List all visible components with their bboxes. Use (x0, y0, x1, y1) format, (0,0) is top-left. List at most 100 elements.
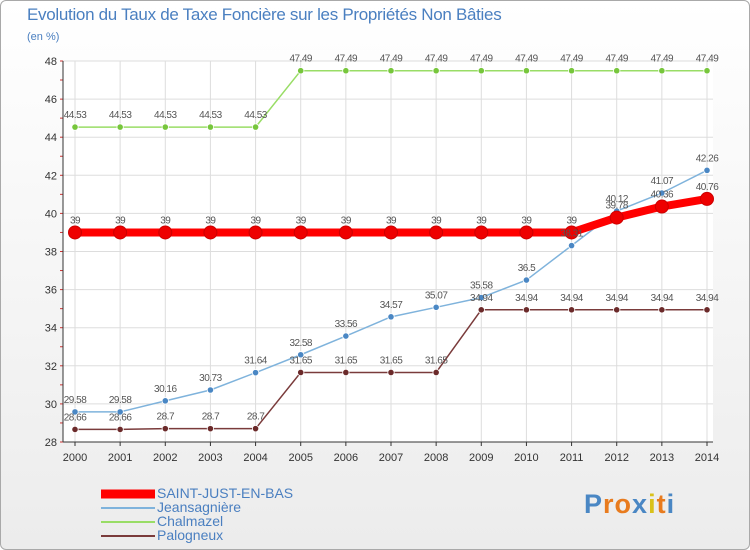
x-tick-label: 2004 (243, 452, 267, 464)
data-point-saint-just-en-bas (113, 225, 128, 240)
data-label-saint-just-en-bas: 39.78 (605, 201, 628, 212)
data-label-chalmazel: 47.49 (289, 54, 312, 65)
data-label-saint-just-en-bas: 40.36 (651, 190, 674, 201)
data-point-chalmazel (206, 123, 215, 131)
data-point-chalmazel (387, 67, 395, 75)
data-point-jeansagniere (567, 241, 576, 250)
data-point-saint-just-en-bas (158, 225, 173, 240)
data-point-jeansagniere (703, 166, 711, 174)
x-tick-label: 2007 (379, 452, 403, 464)
data-point-jeansagniere (116, 408, 124, 416)
data-label-saint-just-en-bas: 39 (431, 215, 442, 226)
data-label-jeansagniere: 42.26 (696, 153, 719, 164)
x-tick-label: 2000 (63, 452, 87, 464)
data-point-saint-just-en-bas (519, 225, 534, 240)
data-point-palogneux (161, 425, 169, 433)
data-point-palogneux (387, 368, 395, 377)
data-point-jeansagniere (297, 351, 305, 359)
legend-label: Jeansagnière (157, 499, 242, 515)
y-tick-label: 42 (45, 170, 57, 182)
data-point-saint-just-en-bas (609, 210, 624, 225)
legend-swatch (101, 535, 155, 537)
logo-letter: x (632, 489, 649, 519)
data-point-palogneux (206, 425, 215, 433)
data-point-saint-just-en-bas (248, 225, 263, 240)
data-label-saint-just-en-bas: 39 (567, 215, 578, 226)
logo-letter: r (603, 489, 615, 519)
y-tick-label: 38 (45, 247, 57, 259)
x-tick-label: 2008 (424, 452, 448, 464)
data-point-chalmazel (251, 123, 260, 131)
data-label-chalmazel: 47.49 (335, 54, 358, 65)
data-label-palogneux: 34.94 (470, 293, 493, 304)
data-label-chalmazel: 47.49 (380, 54, 403, 65)
data-label-palogneux: 34.94 (560, 293, 583, 304)
data-label-chalmazel: 47.49 (651, 54, 674, 65)
logo-letter: P (584, 489, 604, 519)
data-point-jeansagniere (387, 313, 395, 321)
data-point-saint-just-en-bas (384, 225, 398, 240)
x-tick-label: 2001 (108, 452, 132, 464)
data-point-palogneux (567, 306, 576, 314)
proxiti-logo[interactable]: Proxiti (584, 489, 675, 520)
x-tick-label: 2014 (695, 452, 719, 464)
data-label-chalmazel: 47.49 (696, 54, 719, 65)
data-label-palogneux: 34.94 (605, 293, 628, 304)
data-point-palogneux (522, 306, 531, 314)
data-label-palogneux: 28.7 (157, 412, 175, 423)
legend-label: SAINT-JUST-EN-BAS (157, 485, 294, 501)
data-label-chalmazel: 47.49 (425, 54, 448, 65)
y-tick-label: 34 (45, 323, 57, 335)
data-point-palogneux (658, 306, 666, 314)
data-point-jeansagniere (206, 386, 215, 394)
axes: 28 30 32 34 36 38 40 42 44 46 48 2000 2001 2002 2003 20… (45, 56, 719, 464)
data-point-saint-just-en-bas (293, 225, 308, 240)
data-point-chalmazel (116, 123, 124, 131)
data-label-saint-just-en-bas: 39 (521, 215, 532, 226)
data-label-palogneux: 28.66 (64, 412, 87, 423)
data-label-jeansagniere: 41.07 (651, 176, 674, 187)
data-label-chalmazel: 44.53 (199, 110, 222, 121)
data-point-chalmazel (432, 67, 440, 75)
data-point-palogneux (613, 306, 621, 314)
data-point-chalmazel (658, 67, 666, 75)
data-point-palogneux (342, 368, 350, 377)
data-label-chalmazel: 47.49 (560, 54, 583, 65)
data-label-palogneux: 31.65 (335, 355, 358, 366)
x-tick-label: 2011 (560, 452, 584, 464)
x-tick-label: 2009 (469, 452, 493, 464)
data-label-palogneux: 28.7 (202, 412, 220, 423)
data-point-palogneux (297, 368, 305, 377)
data-point-chalmazel (71, 123, 79, 131)
x-tick-label: 2003 (198, 452, 222, 464)
data-label-palogneux: 28.7 (247, 412, 265, 423)
data-point-chalmazel (342, 67, 350, 75)
data-point-jeansagniere (251, 369, 260, 377)
logo-letter: i (666, 489, 676, 519)
data-point-chalmazel (567, 67, 576, 75)
legend-label: Chalmazel (157, 513, 224, 529)
x-tick-label: 2006 (334, 452, 358, 464)
data-point-chalmazel (477, 67, 485, 75)
data-labels: 29.58 29.58 30.16 30.73 31.64 32.58 33.56 34.57… (64, 54, 720, 424)
logo-letter: o (614, 489, 633, 519)
legend-swatch (101, 507, 155, 509)
data-point-saint-just-en-bas (203, 225, 218, 240)
data-point-chalmazel (161, 123, 169, 131)
data-label-jeansagniere: 32.58 (289, 338, 312, 349)
data-point-saint-just-en-bas (564, 225, 579, 240)
data-point-jeansagniere (522, 276, 531, 284)
data-point-jeansagniere (432, 303, 440, 311)
data-label-chalmazel: 44.53 (64, 110, 87, 121)
data-label-palogneux: 34.94 (696, 293, 719, 304)
data-label-jeansagniere: 34.57 (380, 300, 403, 311)
data-label-saint-just-en-bas: 39 (251, 215, 262, 226)
data-label-palogneux: 34.94 (651, 293, 674, 304)
x-tick-label: 2010 (514, 452, 538, 464)
data-label-jeansagniere: 35.58 (470, 281, 493, 292)
x-tick-label: 2002 (153, 452, 177, 464)
legend-swatch (101, 521, 155, 523)
logo-letter: t (656, 489, 667, 519)
